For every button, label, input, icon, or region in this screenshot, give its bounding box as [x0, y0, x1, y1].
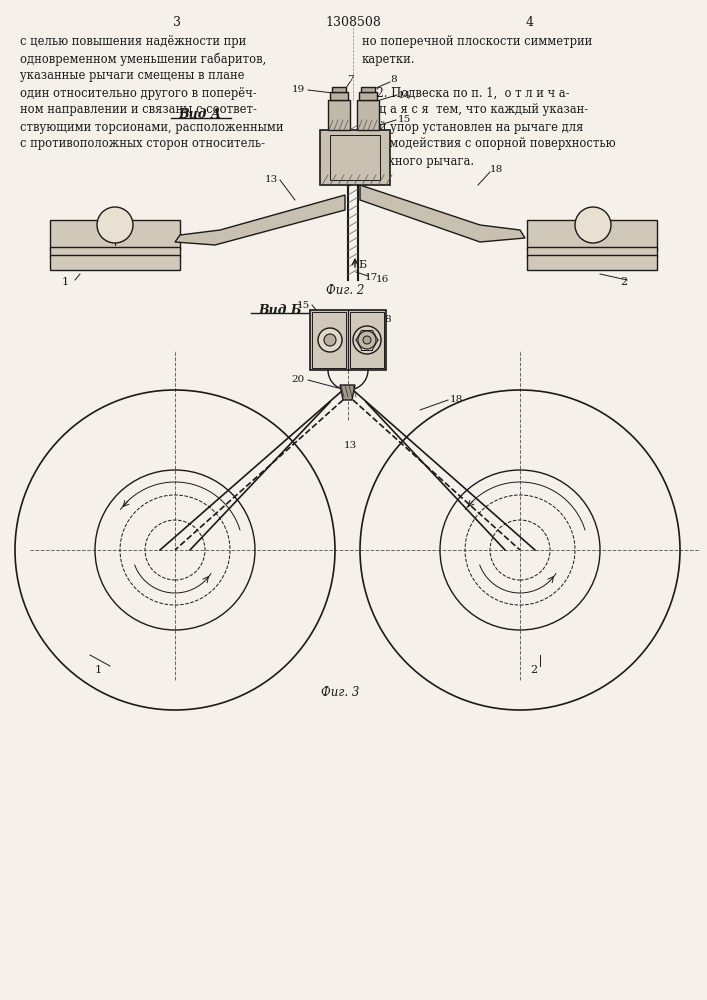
Text: 20: 20	[292, 375, 305, 384]
Bar	[310, 310, 386, 370]
Bar	[320, 130, 390, 185]
Text: каретки.: каретки.	[362, 52, 416, 66]
Bar	[50, 255, 180, 270]
Text: 13: 13	[344, 440, 356, 450]
Text: 14: 14	[398, 91, 411, 100]
Bar	[50, 220, 180, 250]
Text: 18: 18	[490, 165, 503, 174]
Text: смежного рычага.: смежного рычага.	[362, 154, 474, 167]
Text: 18: 18	[450, 395, 463, 404]
Text: Фиг. 2: Фиг. 2	[326, 284, 364, 296]
Bar	[527, 220, 657, 250]
Bar	[328, 100, 350, 130]
Circle shape	[575, 207, 611, 243]
Polygon shape	[360, 185, 525, 242]
Text: Вид А: Вид А	[178, 108, 221, 121]
Bar	[330, 135, 380, 180]
Text: взаимодействия с опорной поверхностью: взаимодействия с опорной поверхностью	[362, 137, 616, 150]
Circle shape	[353, 326, 381, 354]
Text: 15: 15	[297, 300, 310, 310]
Circle shape	[97, 207, 133, 243]
Text: Фиг. 3: Фиг. 3	[321, 686, 359, 698]
Circle shape	[324, 334, 336, 346]
Text: 1308508: 1308508	[325, 15, 381, 28]
Bar	[50, 247, 180, 257]
Bar	[312, 312, 346, 368]
Text: 8: 8	[390, 76, 397, 85]
Circle shape	[358, 331, 376, 349]
Text: 2: 2	[620, 277, 627, 287]
Text: но поперечной плоскости симметрии: но поперечной плоскости симметрии	[362, 35, 592, 48]
Text: 7: 7	[347, 76, 354, 85]
Bar	[350, 312, 384, 368]
Text: 8: 8	[384, 316, 391, 324]
Polygon shape	[175, 195, 345, 245]
Text: указанные рычаги смещены в плане: указанные рычаги смещены в плане	[20, 70, 245, 83]
Bar	[359, 92, 377, 100]
Text: Б: Б	[358, 260, 366, 270]
Text: 17: 17	[365, 273, 378, 282]
Text: 2. Подвеска по п. 1,  о т л и ч а-: 2. Подвеска по п. 1, о т л и ч а-	[362, 87, 570, 100]
Bar	[357, 100, 379, 130]
Text: 5: 5	[339, 104, 346, 116]
Polygon shape	[340, 385, 355, 400]
Text: 2: 2	[530, 665, 537, 675]
Text: 1: 1	[62, 277, 69, 287]
Text: Вид Б: Вид Б	[258, 304, 302, 316]
Bar	[330, 92, 348, 100]
Text: с целью повышения надёжности при: с целью повышения надёжности при	[20, 35, 246, 48]
Text: 13: 13	[264, 176, 278, 184]
Text: ный упор установлен на рычаге для: ный упор установлен на рычаге для	[362, 120, 583, 133]
Text: ю щ а я с я  тем, что каждый указан-: ю щ а я с я тем, что каждый указан-	[362, 104, 588, 116]
Text: с противоположных сторон относитель-: с противоположных сторон относитель-	[20, 137, 265, 150]
Text: 1: 1	[95, 665, 102, 675]
Circle shape	[363, 336, 371, 344]
Bar	[361, 87, 375, 92]
Text: одновременном уменьшении габаритов,: одновременном уменьшении габаритов,	[20, 52, 267, 66]
Text: 3: 3	[173, 15, 181, 28]
Bar	[527, 247, 657, 257]
Text: 16: 16	[376, 275, 390, 284]
Bar	[332, 87, 346, 92]
Circle shape	[318, 328, 342, 352]
Text: 19: 19	[292, 86, 305, 95]
Text: ствующими торсионами, расположенными: ствующими торсионами, расположенными	[20, 120, 284, 133]
Bar	[527, 255, 657, 270]
Text: один относительно другого в поперёч-: один относительно другого в поперёч-	[20, 87, 257, 100]
Text: ном направлении и связаны с соответ-: ном направлении и связаны с соответ-	[20, 104, 257, 116]
Text: 15: 15	[398, 115, 411, 124]
Text: 4: 4	[526, 15, 534, 28]
